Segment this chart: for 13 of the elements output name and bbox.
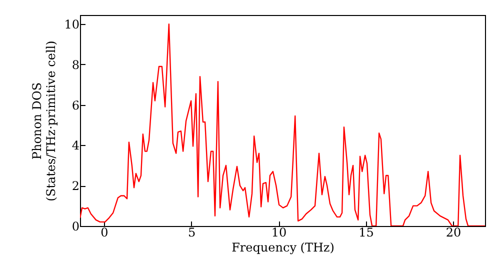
x-tick-label: 15: [358, 226, 374, 240]
y-tick-label: 4: [72, 138, 80, 153]
x-tick-label: 20: [446, 226, 462, 240]
y-axis-title: Phonon DOS (States/THz·primitive cell): [30, 40, 58, 202]
y-tick-label: 8: [72, 58, 80, 72]
y-tick-label: 10: [64, 18, 80, 32]
x-tick-label: 0: [100, 226, 108, 240]
line-series: [80, 23, 485, 226]
y-tick-label: 2: [72, 179, 80, 194]
x-axis-title: Frequency (THz): [232, 240, 334, 254]
x-tick-label: 10: [271, 226, 287, 240]
x-tick-label: 5: [188, 226, 196, 240]
y-tick-label: 6: [72, 98, 80, 112]
